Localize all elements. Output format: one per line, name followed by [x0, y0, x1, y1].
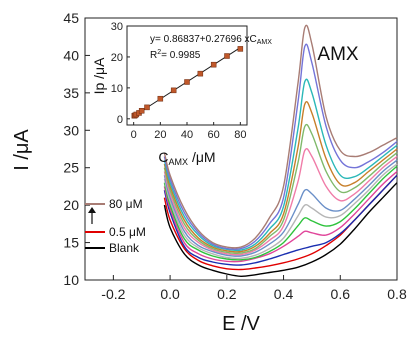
inset-x-tick-label: 0: [131, 129, 137, 141]
inset-data-point: [184, 79, 190, 85]
inset-x-axis-title: CAMX /μM: [158, 149, 215, 167]
inset-r-squared: R2= 0.9985: [150, 49, 201, 61]
inset-data-point: [224, 53, 230, 59]
inset-data-point: [237, 46, 244, 52]
inset-y-tick-label: 10: [111, 83, 123, 95]
main-x-axis-title: E /V: [222, 313, 260, 335]
inset-x-tick-label: 40: [181, 129, 193, 141]
inset-x-tick-label: 60: [208, 129, 220, 141]
legend-label-blank: Blank: [109, 241, 140, 255]
main-y-tick-label: 40: [63, 47, 79, 63]
main-x-tick-label: -0.2: [101, 286, 125, 302]
main-x-tick-label: 0.2: [217, 286, 237, 302]
voltammogram-curve-9: [163, 100, 398, 253]
calibration-inset: 0 20 40 60 80 0 10 20 30 y= 0.86837+0.27696 xCA…: [91, 21, 272, 167]
analyte-label: AMX: [317, 44, 359, 65]
inset-y-ticks: 0 10 20 30: [111, 21, 130, 126]
main-x-tick-label: 0.6: [331, 286, 351, 302]
main-y-axis-title: I /μA: [11, 129, 33, 171]
voltammogram-curve-7: [163, 148, 398, 256]
main-y-tick-label: 15: [63, 235, 79, 251]
voltammogram-curve-3: [163, 170, 398, 263]
inset-y-tick-label: 20: [111, 52, 123, 64]
main-y-tick-label: 20: [63, 197, 79, 213]
main-x-tick-label: 0.0: [160, 286, 180, 302]
inset-x-tick-label: 20: [154, 129, 166, 141]
main-x-tick-label: 0.4: [274, 286, 294, 302]
inset-y-tick-label: 30: [111, 21, 123, 33]
legend-label-0.5uM: 0.5 μM: [109, 225, 146, 239]
voltammogram-curve-10: [163, 78, 398, 252]
voltammogram-curve-11: [163, 43, 398, 251]
main-y-tick-label: 45: [63, 10, 79, 26]
main-y-tick-label: 30: [63, 122, 79, 138]
voltammogram-curve-5: [163, 163, 398, 260]
inset-data-points: [131, 46, 244, 119]
voltammogram-curve-8: [163, 123, 398, 255]
main-x-tick-label: 0.8: [387, 286, 407, 302]
inset-data-point: [157, 95, 164, 102]
inset-data-point: [170, 87, 177, 94]
main-y-tick-label: 25: [63, 160, 79, 176]
voltammogram-curves: [163, 24, 398, 278]
inset-data-point: [144, 104, 150, 111]
inset-data-point: [197, 70, 204, 77]
inset-x-tick-label: 80: [234, 129, 246, 141]
inset-y-axis-title: Ip /μA: [91, 57, 107, 95]
main-x-ticks: -0.2 0.0 0.2 0.4 0.6 0.8: [101, 275, 407, 302]
main-y-ticks: 10 15 20 25 30 35 40 45: [63, 10, 90, 288]
legend-arrow-up-icon: [88, 207, 96, 213]
voltammogram-curve-12: [163, 24, 398, 249]
legend-label-80uM: 80 μM: [109, 197, 143, 211]
main-y-tick-label: 10: [63, 272, 79, 288]
inset-y-tick-label: 0: [117, 114, 123, 126]
inset-x-ticks: 0 20 40 60 80: [131, 122, 246, 141]
inset-data-point: [210, 61, 217, 68]
inset-data-point: [138, 108, 145, 114]
voltammogram-curve-2: [163, 174, 398, 266]
voltammogram-curve-6: [163, 159, 398, 257]
main-y-tick-label: 35: [63, 85, 79, 101]
voltammogram-curve-4: [163, 165, 398, 261]
voltammogram-curve-0: [163, 182, 398, 278]
inset-equation: y= 0.86837+0.27696 xCAMX: [150, 34, 272, 46]
